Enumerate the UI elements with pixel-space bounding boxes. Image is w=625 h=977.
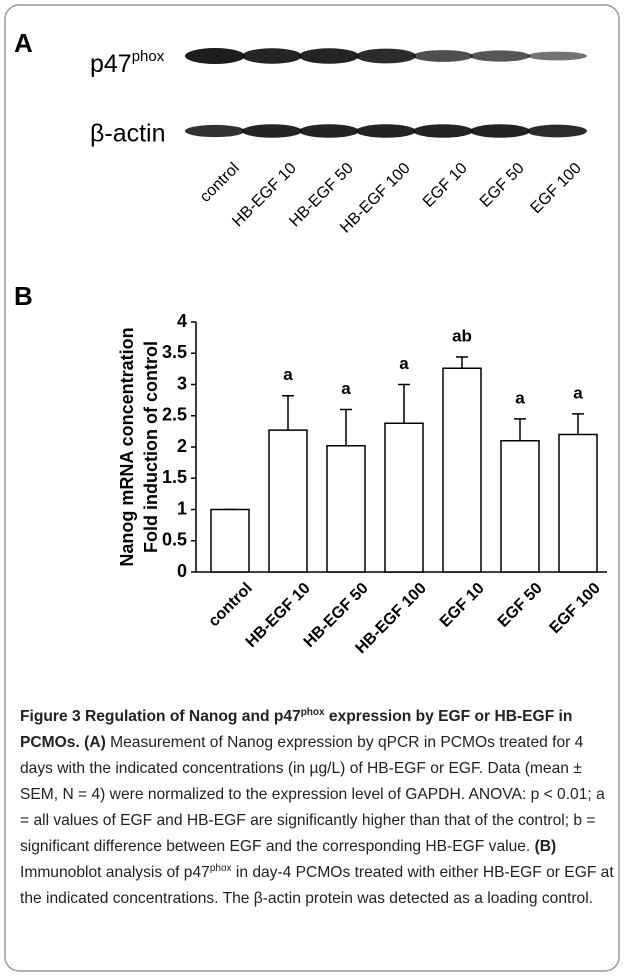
blot-band: [299, 48, 359, 63]
page: {"panels": {"a_label": "A", "b_label": "…: [0, 0, 625, 977]
bar-annotation: a: [283, 365, 293, 384]
blot-band: [242, 124, 302, 137]
caption-sup: phox: [210, 863, 232, 874]
y-tick-label: 0: [177, 561, 187, 581]
bar: [327, 446, 365, 572]
y-tick-label: 3: [177, 373, 187, 393]
y-tick-label: 2.5: [162, 405, 187, 425]
blot-band: [356, 49, 416, 64]
blot-row-name: p47: [90, 50, 132, 78]
bar: [501, 441, 539, 572]
bar-annotation: ab: [452, 326, 472, 345]
lane-label: control: [197, 160, 243, 206]
y-tick-label: 1: [177, 498, 187, 518]
caption-panel-ref: (B): [530, 838, 556, 855]
y-tick-label: 4: [177, 311, 187, 331]
y-tick-label: 0.5: [162, 530, 187, 550]
bar: [211, 510, 249, 573]
caption-panel-ref: (A): [80, 734, 106, 751]
y-tick-label: 2: [177, 436, 187, 456]
x-tick-label: control: [205, 580, 255, 630]
blot-band: [413, 50, 473, 62]
bar: [559, 435, 597, 573]
blot-band: [185, 125, 245, 137]
y-axis-label: Fold induction of control: [141, 341, 161, 553]
caption-text: Measurement of Nanog expression by qPCR …: [20, 734, 605, 855]
x-tick-label: EGF 10: [437, 580, 488, 631]
x-tick-label: EGF 100: [547, 580, 604, 637]
blot-row-label: p47phox: [90, 48, 165, 78]
caption-text: Immunoblot analysis of p47: [20, 864, 210, 881]
y-axis-label: Nanog mRNA concentration: [117, 327, 137, 566]
lane-label: EGF 50: [477, 160, 528, 211]
blot-band: [356, 124, 416, 137]
x-tick-label: EGF 50: [495, 580, 546, 631]
y-tick-label: 3.5: [162, 342, 187, 362]
y-tick-label: 1.5: [162, 467, 187, 487]
panel-label: B: [14, 281, 33, 311]
blot-band: [470, 124, 530, 137]
bar-annotation: a: [573, 383, 583, 402]
blot-row-sup: phox: [132, 48, 165, 65]
blot-band: [527, 52, 587, 61]
blot-band: [470, 50, 530, 61]
blot-band: [242, 48, 302, 63]
caption: Figure 3 Regulation of Nanog and p47phox…: [20, 704, 615, 912]
bar-annotation: a: [399, 354, 409, 373]
blot-row-label: β-actin: [90, 120, 166, 148]
caption-title: Figure 3 Regulation of Nanog and p47: [20, 708, 301, 725]
blot-band: [527, 125, 587, 138]
lane-label: EGF 100: [528, 160, 585, 217]
lane-label: EGF 10: [420, 160, 471, 211]
bar: [443, 368, 481, 572]
blot-band: [185, 48, 245, 64]
blot-band: [299, 124, 359, 137]
caption-sup: phox: [301, 707, 325, 718]
bar-annotation: a: [515, 388, 525, 407]
panel-label: A: [14, 28, 33, 58]
bar: [385, 423, 423, 572]
bar: [269, 430, 307, 572]
bar-annotation: a: [341, 379, 351, 398]
blot-band: [413, 124, 473, 137]
